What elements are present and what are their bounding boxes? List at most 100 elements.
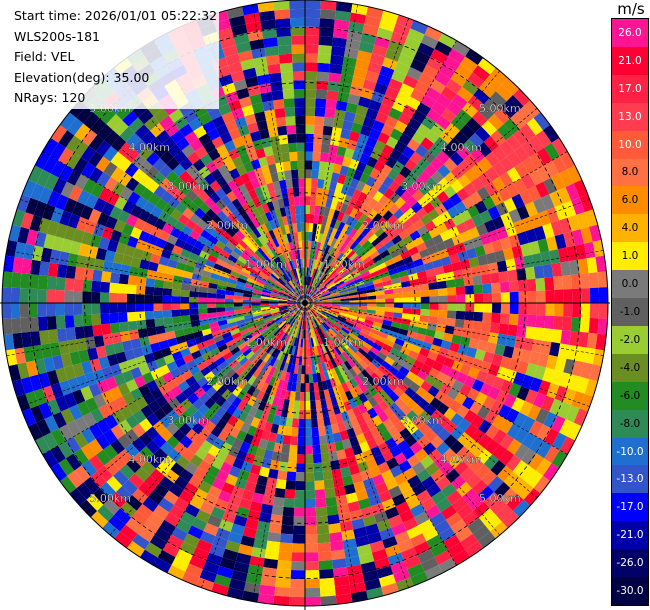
velocity-gate	[348, 266, 358, 274]
velocity-gate	[397, 381, 409, 393]
velocity-gate	[478, 419, 492, 434]
velocity-gate	[299, 285, 303, 295]
velocity-gate	[327, 514, 340, 525]
velocity-gate	[420, 137, 434, 151]
velocity-gate	[388, 107, 403, 121]
velocity-gate	[162, 295, 172, 303]
velocity-gate	[288, 196, 295, 207]
velocity-gate	[121, 340, 133, 352]
velocity-gate	[417, 398, 430, 411]
velocity-gate	[291, 561, 305, 571]
velocity-gate	[507, 324, 518, 337]
velocity-gate	[375, 290, 385, 296]
velocity-gate	[275, 282, 284, 289]
velocity-gate	[305, 356, 309, 366]
velocity-gate	[407, 28, 425, 43]
range-ring-label: 1.00km	[245, 336, 287, 349]
velocity-gate	[356, 286, 367, 292]
site-label: WLS200s-181	[14, 28, 100, 44]
velocity-gate	[374, 258, 385, 267]
velocity-gate	[46, 316, 57, 331]
velocity-gate	[288, 372, 294, 383]
velocity-gate	[536, 441, 552, 459]
velocity-gate	[510, 112, 527, 130]
velocity-gate	[74, 416, 89, 433]
velocity-gate	[381, 449, 395, 462]
velocity-gate	[327, 340, 335, 350]
velocity-gate	[204, 397, 216, 409]
velocity-gate	[189, 381, 202, 393]
velocity-gate	[119, 126, 135, 142]
velocity-gate	[381, 235, 392, 246]
velocity-gate	[367, 295, 377, 300]
velocity-gate	[394, 61, 411, 76]
velocity-gate	[140, 404, 154, 419]
azimuth-line	[153, 302, 306, 566]
velocity-gate	[527, 185, 542, 202]
velocity-gate	[410, 252, 422, 262]
velocity-gate	[284, 426, 292, 436]
velocity-gate	[235, 552, 252, 565]
velocity-gate	[373, 282, 384, 289]
velocity-gate	[519, 400, 533, 417]
velocity-gate	[216, 210, 228, 222]
velocity-gate	[319, 9, 336, 20]
velocity-gate	[139, 145, 154, 160]
velocity-gate	[364, 70, 380, 83]
velocity-gate	[323, 254, 330, 264]
velocity-gate	[435, 354, 447, 365]
velocity-gate	[291, 290, 299, 298]
velocity-gate	[449, 342, 460, 353]
velocity-gate	[221, 111, 235, 124]
velocity-gate	[42, 432, 59, 451]
velocity-gate	[52, 177, 67, 195]
velocity-gate	[334, 440, 345, 452]
velocity-gate	[269, 295, 279, 299]
velocity-gate	[175, 335, 187, 345]
velocity-gate	[384, 356, 395, 366]
velocity-gate	[367, 246, 378, 256]
velocity-gate	[247, 169, 258, 181]
velocity-gate	[310, 409, 318, 419]
velocity-gate	[359, 331, 369, 339]
velocity-gate	[117, 382, 131, 397]
velocity-gate	[362, 569, 379, 582]
velocity-gate	[104, 249, 116, 263]
velocity-gate	[20, 376, 34, 394]
velocity-gate	[273, 442, 283, 453]
velocity-gate	[272, 358, 280, 369]
range-ring-label: 2.00km	[206, 219, 248, 232]
azimuth-line	[20, 199, 306, 304]
velocity-gate	[291, 214, 297, 224]
velocity-gate	[524, 389, 538, 405]
velocity-gate	[210, 168, 223, 181]
velocity-gate	[415, 144, 429, 158]
velocity-gate	[306, 329, 309, 339]
velocity-gate	[220, 441, 233, 454]
velocity-gate	[328, 72, 342, 83]
velocity-gate	[319, 443, 329, 454]
velocity-gate	[394, 120, 408, 134]
colorbar-tick-label: 21.0	[618, 54, 642, 67]
velocity-gate	[127, 320, 138, 331]
velocity-gate	[273, 328, 282, 337]
velocity-gate	[437, 316, 447, 326]
velocity-gate	[142, 222, 155, 235]
velocity-gate	[135, 355, 147, 367]
velocity-gate	[524, 201, 538, 217]
velocity-gate	[42, 204, 56, 221]
velocity-gate	[443, 185, 457, 199]
velocity-gate	[333, 336, 341, 345]
velocity-gate	[432, 258, 443, 269]
velocity-gate	[152, 349, 164, 361]
velocity-gate	[281, 311, 290, 317]
velocity-gate	[444, 325, 455, 335]
velocity-gate	[418, 170, 432, 184]
velocity-gate	[392, 254, 403, 264]
velocity-gate	[382, 535, 398, 549]
velocity-gate	[485, 439, 500, 455]
velocity-gate	[427, 245, 439, 256]
velocity-gate	[175, 519, 192, 534]
velocity-gate	[355, 233, 365, 244]
velocity-gate	[241, 392, 252, 404]
